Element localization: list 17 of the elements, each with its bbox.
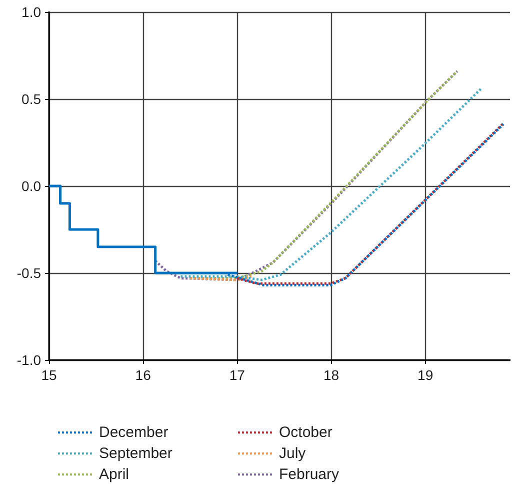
x-tick-label: 16 [135,367,152,383]
legend-label: September [99,445,172,462]
legend-label: April [99,466,130,483]
line-series [179,86,484,282]
legend-label: December [99,424,168,441]
y-tick-label: 1.0 [22,4,42,20]
x-tick-label: 15 [41,367,57,383]
legend-label: October [279,424,332,441]
y-tick-label: -0.5 [16,265,42,281]
x-tick-label: 17 [229,367,246,383]
legend-label: February [279,466,340,483]
y-tick-label: 0.5 [22,91,42,107]
legend-label: July [279,445,306,462]
x-tick-label: 19 [418,367,434,383]
y-tick-label: -1.0 [16,352,42,368]
y-tick-label: 0.0 [22,178,42,194]
x-tick-label: 18 [323,367,340,383]
